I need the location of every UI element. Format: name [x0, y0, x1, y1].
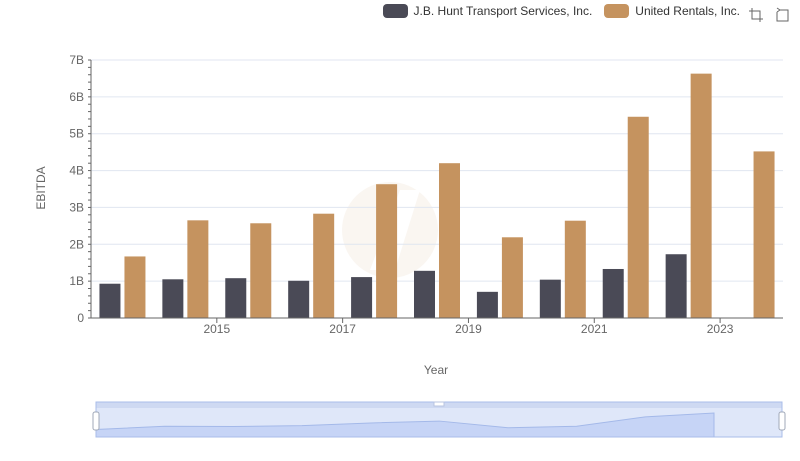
y-tick-label: 4B	[69, 164, 84, 178]
bar-jb-hunt-2016[interactable]	[225, 278, 247, 318]
restore-icon[interactable]	[774, 7, 790, 23]
x-tick-label: 2021	[581, 322, 608, 336]
bar-united-rentals-2021[interactable]	[564, 220, 586, 318]
x-tick-label: 2015	[203, 322, 230, 336]
x-tick-label: 2019	[455, 322, 482, 336]
y-axis-title: EBITDA	[34, 166, 48, 210]
bar-jb-hunt-2022[interactable]	[602, 268, 624, 318]
slider-handle-left[interactable]	[92, 411, 100, 431]
bar-united-rentals-2015[interactable]	[187, 220, 209, 318]
y-tick-label: 2B	[69, 237, 84, 251]
bar-jb-hunt-2019[interactable]	[414, 270, 435, 318]
bar-jb-hunt-2015[interactable]	[162, 279, 184, 318]
bar-united-rentals-2014[interactable]	[124, 256, 146, 318]
x-tick-label: 2023	[707, 322, 734, 336]
bar-united-rentals-2017[interactable]	[313, 213, 335, 318]
legend-label-jb-hunt: J.B. Hunt Transport Services, Inc.	[413, 4, 593, 18]
bar-united-rentals-2018[interactable]	[376, 184, 398, 318]
slider-handle-right[interactable]	[778, 411, 786, 431]
bar-united-rentals-2019[interactable]	[439, 163, 460, 318]
bar-jb-hunt-2020[interactable]	[476, 291, 498, 318]
slider-preview-area	[95, 412, 715, 438]
bar-united-rentals-2023[interactable]	[690, 73, 712, 318]
y-tick-label: 3B	[69, 200, 84, 214]
x-tick-label: 2017	[329, 322, 356, 336]
bar-united-rentals-2024[interactable]	[753, 151, 775, 318]
legend-item-jb-hunt[interactable]: J.B. Hunt Transport Services, Inc.	[382, 4, 593, 18]
y-tick-label: 6B	[69, 90, 84, 104]
bar-jb-hunt-2014[interactable]	[99, 283, 121, 318]
legend: J.B. Hunt Transport Services, Inc. Unite…	[382, 4, 740, 18]
legend-label-united-rentals: United Rentals, Inc.	[635, 4, 740, 18]
zoom-area-icon[interactable]	[748, 7, 764, 23]
legend-swatch-united-rentals	[604, 4, 630, 18]
slider-selection[interactable]	[95, 401, 783, 438]
x-axis-title: Year	[423, 363, 449, 377]
bar-united-rentals-2022[interactable]	[627, 116, 649, 318]
bar-jb-hunt-2023[interactable]	[665, 254, 687, 318]
bar-jb-hunt-2017[interactable]	[288, 280, 310, 318]
data-zoom-slider[interactable]	[92, 401, 786, 438]
legend-item-united-rentals[interactable]: United Rentals, Inc.	[604, 4, 740, 18]
bar-united-rentals-2020[interactable]	[501, 237, 523, 318]
bar-jb-hunt-2018[interactable]	[351, 277, 373, 318]
y-tick-label: 0	[77, 311, 84, 325]
bar-united-rentals-2016[interactable]	[250, 223, 272, 318]
legend-swatch-jb-hunt	[382, 4, 408, 18]
slider-drag-grip[interactable]	[433, 401, 445, 407]
y-tick-label: 5B	[69, 127, 84, 141]
y-tick-label: 7B	[69, 53, 84, 67]
y-tick-label: 1B	[69, 274, 84, 288]
bar-jb-hunt-2021[interactable]	[539, 279, 561, 318]
